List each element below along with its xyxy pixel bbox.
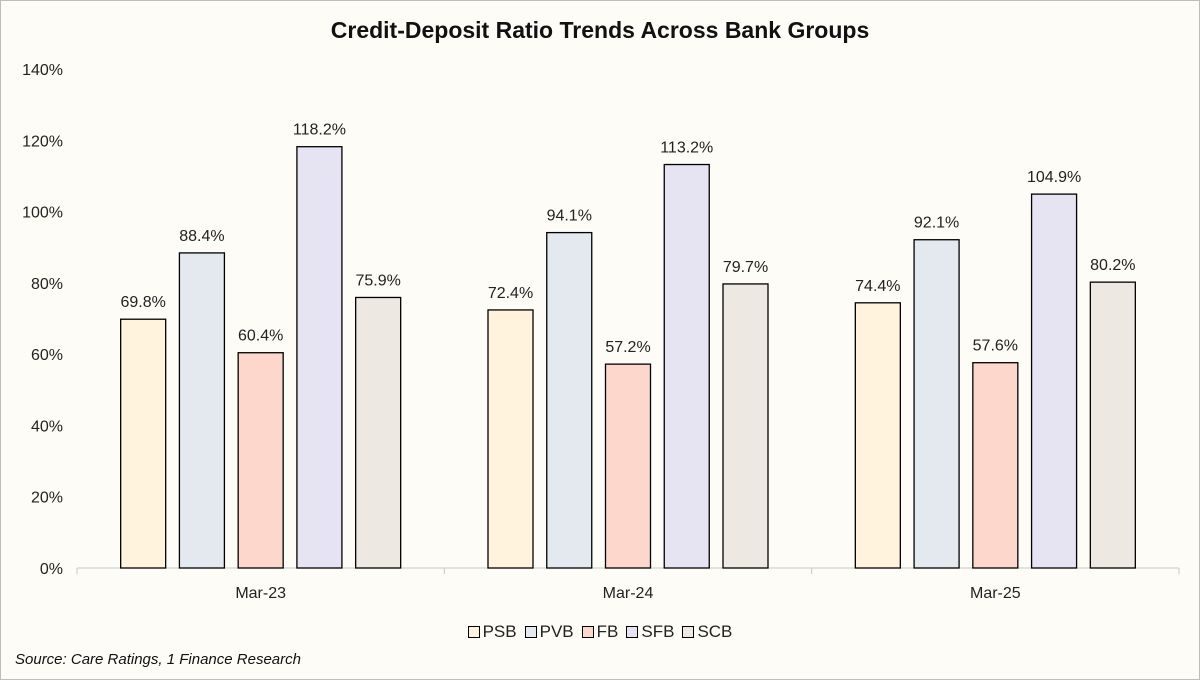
legend-label: SFB bbox=[641, 622, 675, 641]
source-note: Source: Care Ratings, 1 Finance Research bbox=[15, 651, 301, 668]
data-label: 104.9% bbox=[1027, 169, 1081, 186]
legend-swatch bbox=[467, 626, 480, 638]
y-tick-label: 120% bbox=[22, 133, 63, 150]
bar-sfb bbox=[296, 146, 343, 569]
bar-chart: 0% 20% 40% 60% 80% 100% 120% 140% 69.8% 88.4% 60.4… bbox=[22, 62, 1180, 602]
data-label: 60.4% bbox=[238, 328, 283, 345]
bar-psb bbox=[120, 318, 167, 569]
legend-label: PSB bbox=[482, 622, 517, 641]
y-tick-label: 100% bbox=[22, 205, 63, 222]
y-tick-label: 140% bbox=[22, 62, 63, 79]
bar-scb bbox=[355, 296, 402, 569]
data-label: 92.1% bbox=[914, 215, 959, 232]
bar-psb bbox=[487, 309, 534, 569]
y-tick-label: 40% bbox=[31, 418, 63, 435]
data-label: 88.4% bbox=[179, 228, 224, 245]
legend-item-fb: FB bbox=[581, 622, 619, 642]
legend-label: PVB bbox=[539, 622, 574, 641]
legend-label: FB bbox=[596, 622, 619, 641]
y-tick-label: 20% bbox=[31, 490, 63, 507]
bar-pvb bbox=[913, 239, 960, 569]
data-label: 113.2% bbox=[660, 140, 713, 157]
data-label: 75.9% bbox=[355, 272, 400, 289]
bar-pvb bbox=[178, 252, 226, 569]
x-tick-label: Mar-24 bbox=[603, 585, 654, 602]
legend-swatch bbox=[626, 626, 639, 638]
data-label: 94.1% bbox=[547, 208, 592, 225]
bar-scb bbox=[722, 283, 769, 569]
bar-fb bbox=[604, 363, 652, 569]
bar-psb bbox=[854, 302, 901, 569]
legend-item-pvb: PVB bbox=[524, 622, 574, 642]
bar-sfb bbox=[1030, 193, 1078, 569]
bar-scb bbox=[1089, 281, 1136, 569]
legend-item-psb: PSB bbox=[467, 622, 517, 642]
bar-pvb bbox=[546, 231, 593, 569]
legend-swatch bbox=[524, 626, 537, 638]
data-label: 69.8% bbox=[120, 294, 165, 311]
y-tick-label: 60% bbox=[31, 347, 63, 364]
legend-label: SCB bbox=[697, 622, 733, 641]
data-label: 79.7% bbox=[723, 259, 768, 276]
bar-fb bbox=[972, 362, 1019, 569]
data-label: 80.2% bbox=[1090, 257, 1135, 274]
legend-swatch bbox=[581, 626, 594, 638]
x-tick-label: Mar-25 bbox=[970, 585, 1021, 602]
data-label: 118.2% bbox=[293, 122, 346, 139]
y-tick-label: 0% bbox=[40, 561, 63, 578]
data-label: 57.6% bbox=[973, 338, 1018, 355]
bar-sfb bbox=[663, 163, 710, 569]
data-label: 74.4% bbox=[855, 278, 900, 295]
legend-swatch bbox=[682, 626, 695, 638]
x-tick-label: Mar-23 bbox=[235, 585, 286, 602]
chart-title: Credit-Deposit Ratio Trends Across Bank … bbox=[330, 17, 870, 43]
chart-legend: PSB PVB FB SFB SCB bbox=[1, 622, 1199, 642]
data-label: 72.4% bbox=[488, 285, 533, 302]
bar-fb bbox=[237, 352, 284, 569]
data-label: 57.2% bbox=[605, 339, 650, 356]
legend-item-scb: SCB bbox=[682, 622, 732, 642]
legend-item-sfb: SFB bbox=[626, 622, 674, 642]
y-tick-label: 80% bbox=[31, 276, 63, 293]
